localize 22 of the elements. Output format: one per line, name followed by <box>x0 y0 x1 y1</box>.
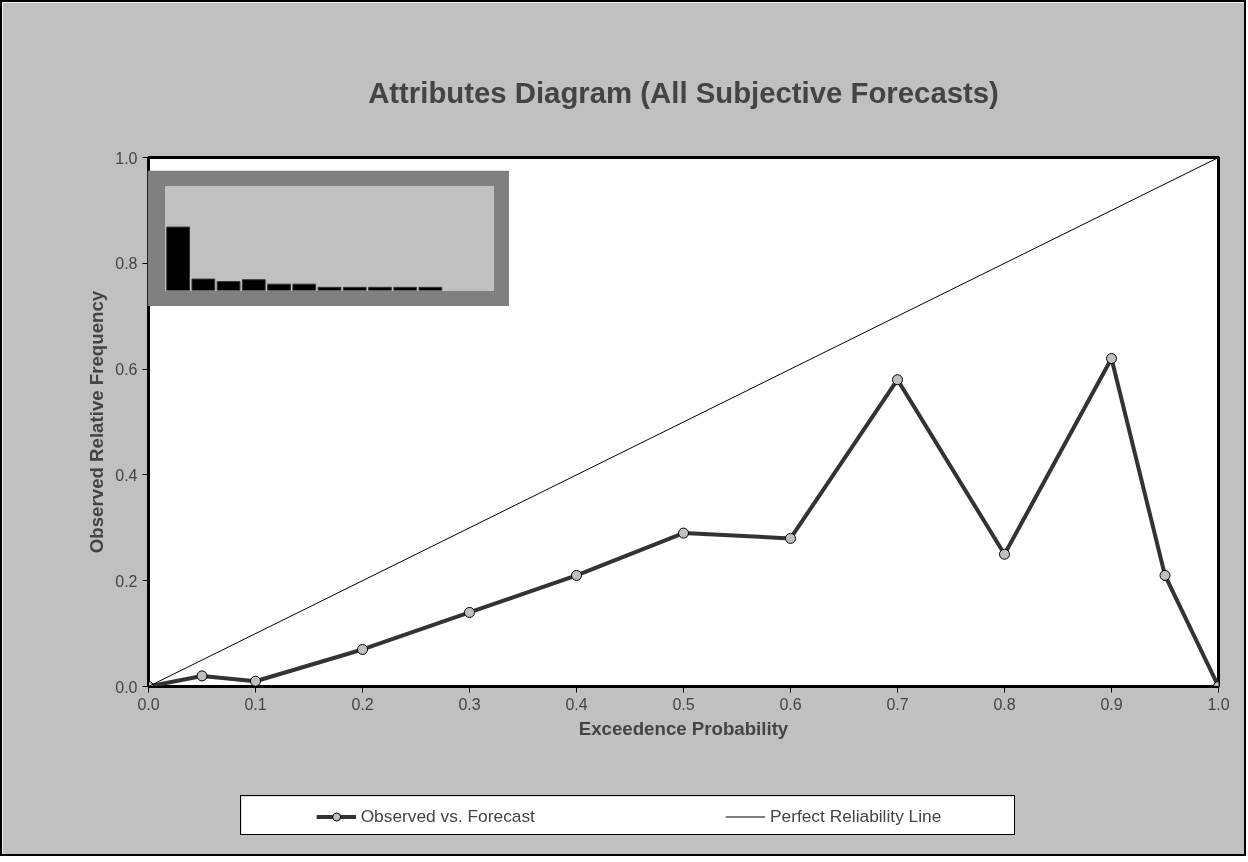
y-tick-label: 0.2 <box>115 572 138 590</box>
x-tick-label: 0.9 <box>1100 695 1123 713</box>
y-tick-label: 1.0 <box>115 149 138 167</box>
y-tick-label: 0.0 <box>115 678 138 696</box>
chart-title: Attributes Diagram (All Subjective Forecasts) <box>368 76 999 109</box>
y-tick-label: 0.8 <box>115 255 138 273</box>
x-tick-label: 0.5 <box>672 695 695 713</box>
x-tick-label: 0.8 <box>993 695 1016 713</box>
x-tick-label: 0.6 <box>779 695 802 713</box>
y-tick-label: 0.4 <box>115 466 138 484</box>
x-tick-label: 0.7 <box>886 695 909 713</box>
x-tick-label: 1.0 <box>1207 695 1230 713</box>
y-tick-label: 0.6 <box>115 361 138 379</box>
y-axis-title: Observed Relative Frequency <box>86 290 108 554</box>
legend-label: Perfect Reliability Line <box>769 805 942 827</box>
x-tick-label: 0.4 <box>565 695 588 713</box>
x-tick-label: 0.3 <box>458 695 481 713</box>
x-tick-label: 0.2 <box>351 695 374 713</box>
legend-label: Observed vs. Forecast <box>360 805 535 827</box>
x-axis-title: Exceedence Probability <box>578 717 789 739</box>
x-tick-label: 0.1 <box>244 695 267 713</box>
x-tick-label: 0.0 <box>137 695 160 713</box>
